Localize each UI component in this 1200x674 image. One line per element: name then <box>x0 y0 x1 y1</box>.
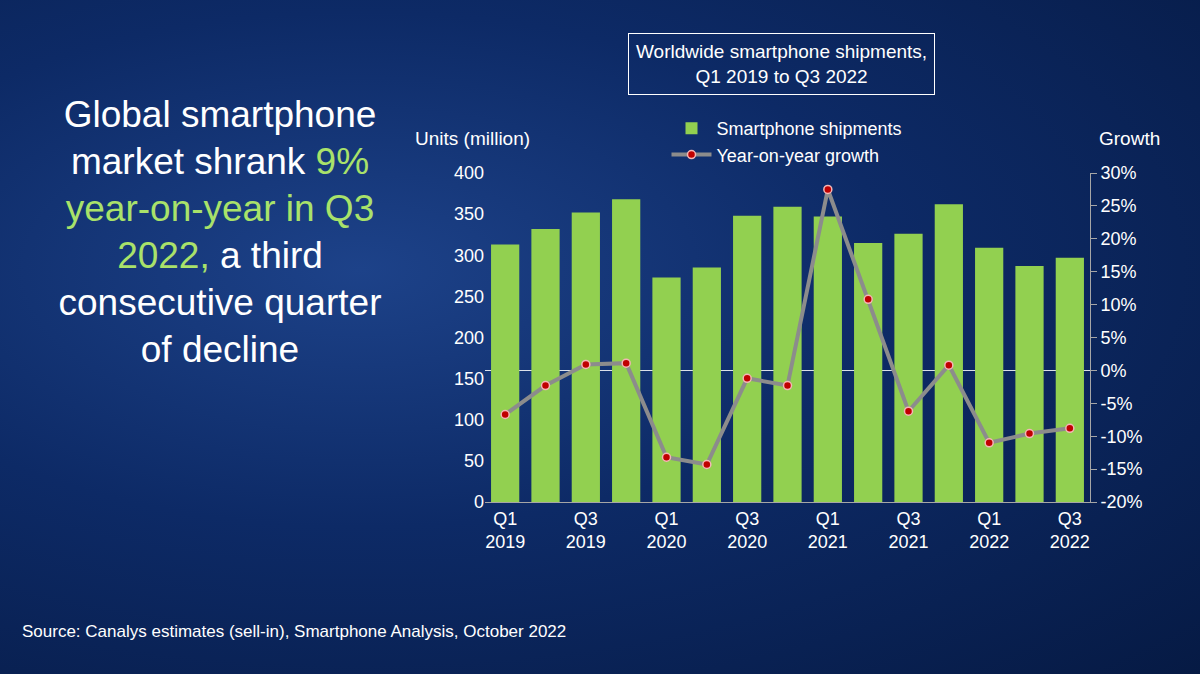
svg-text:150: 150 <box>454 369 484 389</box>
svg-text:0: 0 <box>474 492 484 512</box>
svg-text:0%: 0% <box>1101 361 1127 381</box>
svg-text:-10%: -10% <box>1101 427 1143 447</box>
svg-text:50: 50 <box>464 451 484 471</box>
svg-text:300: 300 <box>454 246 484 266</box>
svg-text:-15%: -15% <box>1101 459 1143 479</box>
html-text:Source: Canalys estimates (sel: Source: Canalys estimates (sell-in), Sma… <box>22 622 567 641</box>
svg-text:25%: 25% <box>1101 196 1137 216</box>
svg-text:200: 200 <box>454 328 484 348</box>
svg-text:Units (million): Units (million) <box>415 128 530 149</box>
svg-text:Growth: Growth <box>1099 128 1160 149</box>
svg-text:Q12020: Q12020 <box>646 509 686 552</box>
svg-text:Q12019: Q12019 <box>485 509 525 552</box>
svg-text:-5%: -5% <box>1101 394 1133 414</box>
svg-text:250: 250 <box>454 287 484 307</box>
svg-text:Year-on-year growth: Year-on-year growth <box>717 146 879 166</box>
svg-text:15%: 15% <box>1101 262 1137 282</box>
svg-text:5%: 5% <box>1101 328 1127 348</box>
svg-text:Smartphone shipments: Smartphone shipments <box>717 119 902 139</box>
svg-text:Worldwide smartphone shipments: Worldwide smartphone shipments,Q1 2019 t… <box>636 41 927 87</box>
svg-text:400: 400 <box>454 163 484 183</box>
svg-text:30%: 30% <box>1101 163 1137 183</box>
svg-text:20%: 20% <box>1101 229 1137 249</box>
svg-text:-20%: -20% <box>1101 492 1143 512</box>
svg-text:350: 350 <box>454 204 484 224</box>
svg-text:Q32021: Q32021 <box>888 509 928 552</box>
svg-text:Q32019: Q32019 <box>566 509 606 552</box>
svg-text:10%: 10% <box>1101 295 1137 315</box>
html-text:Global smartphone market shran: Global smartphone market shrank 9% year-… <box>58 94 382 370</box>
svg-text:Q32022: Q32022 <box>1050 509 1090 552</box>
svg-text:Q12021: Q12021 <box>808 509 848 552</box>
svg-text:Q32020: Q32020 <box>727 509 767 552</box>
svg-text:Q12022: Q12022 <box>969 509 1009 552</box>
svg-text:100: 100 <box>454 410 484 430</box>
